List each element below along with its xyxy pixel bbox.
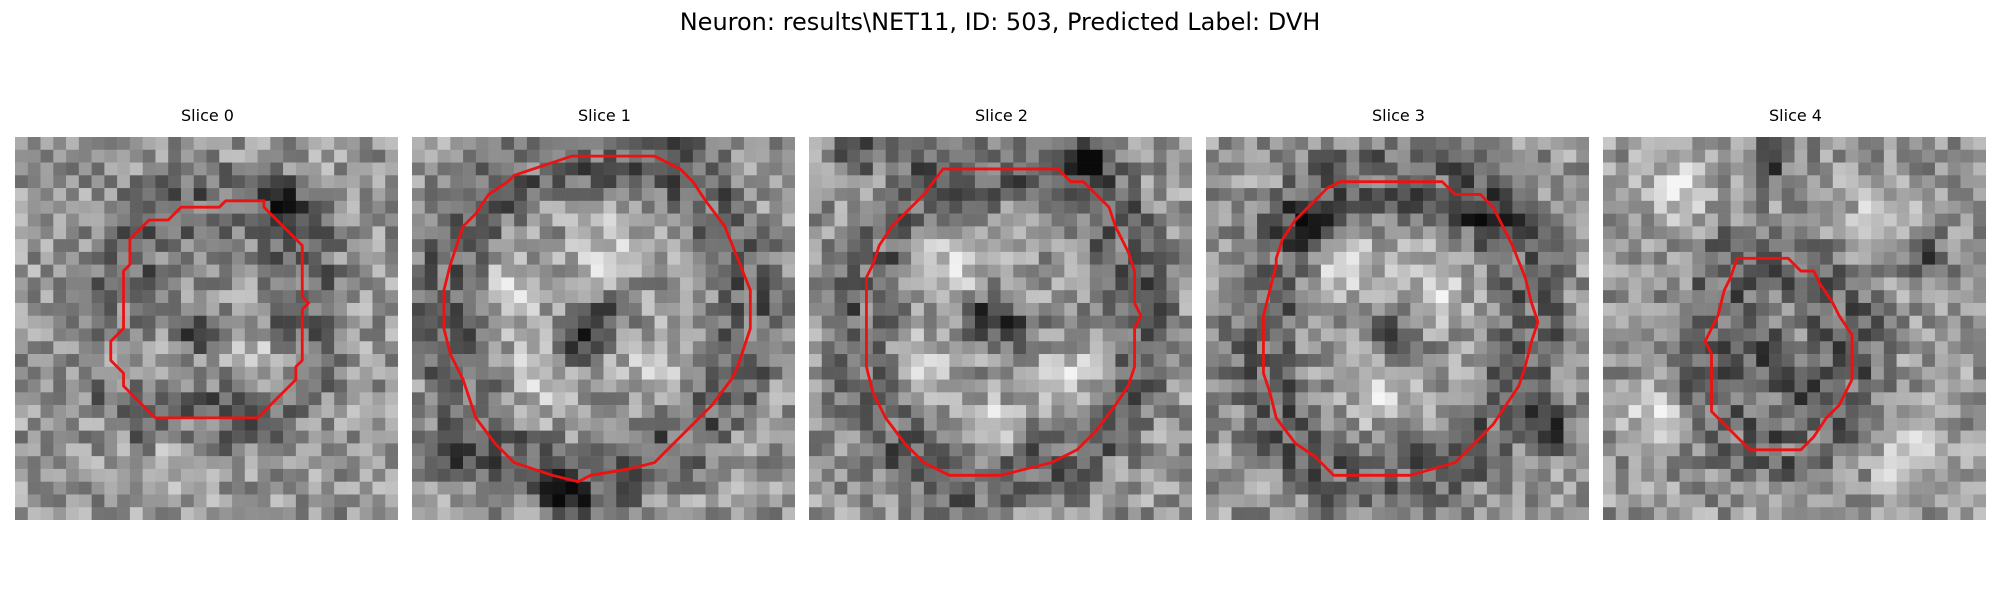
slice-pixels-3 [1206,137,1589,520]
slice-panel-4: Slice 4 [1603,106,1988,520]
slice-panel-0: Slice 0 [15,106,400,520]
slice-pixels-2 [809,137,1192,520]
slice-contour-3 [1262,180,1540,477]
slice-contour-1 [442,154,752,484]
slice-contour-0 [109,199,311,420]
slice-image-3 [1206,137,1589,520]
slice-panel-3: Slice 3 [1206,106,1591,520]
slice-panel-2: Slice 2 [809,106,1194,520]
slice-title-1: Slice 1 [578,106,631,125]
slice-image-4 [1603,137,1986,520]
figure-title: Neuron: results\NET11, ID: 503, Predicte… [679,8,1321,36]
slice-title-2: Slice 2 [975,106,1028,125]
slice-pixels-0 [15,137,398,520]
slice-image-1 [412,137,795,520]
slice-contour-4 [1703,256,1854,452]
slice-pixels-4 [1603,137,1986,520]
slice-panel-1: Slice 1 [412,106,797,520]
slice-pixels-1 [412,137,795,520]
slice-title-3: Slice 3 [1372,106,1425,125]
slice-title-4: Slice 4 [1769,106,1822,125]
slice-image-0 [15,137,398,520]
slice-title-0: Slice 0 [181,106,234,125]
slice-contour-2 [865,167,1143,477]
slice-image-2 [809,137,1192,520]
